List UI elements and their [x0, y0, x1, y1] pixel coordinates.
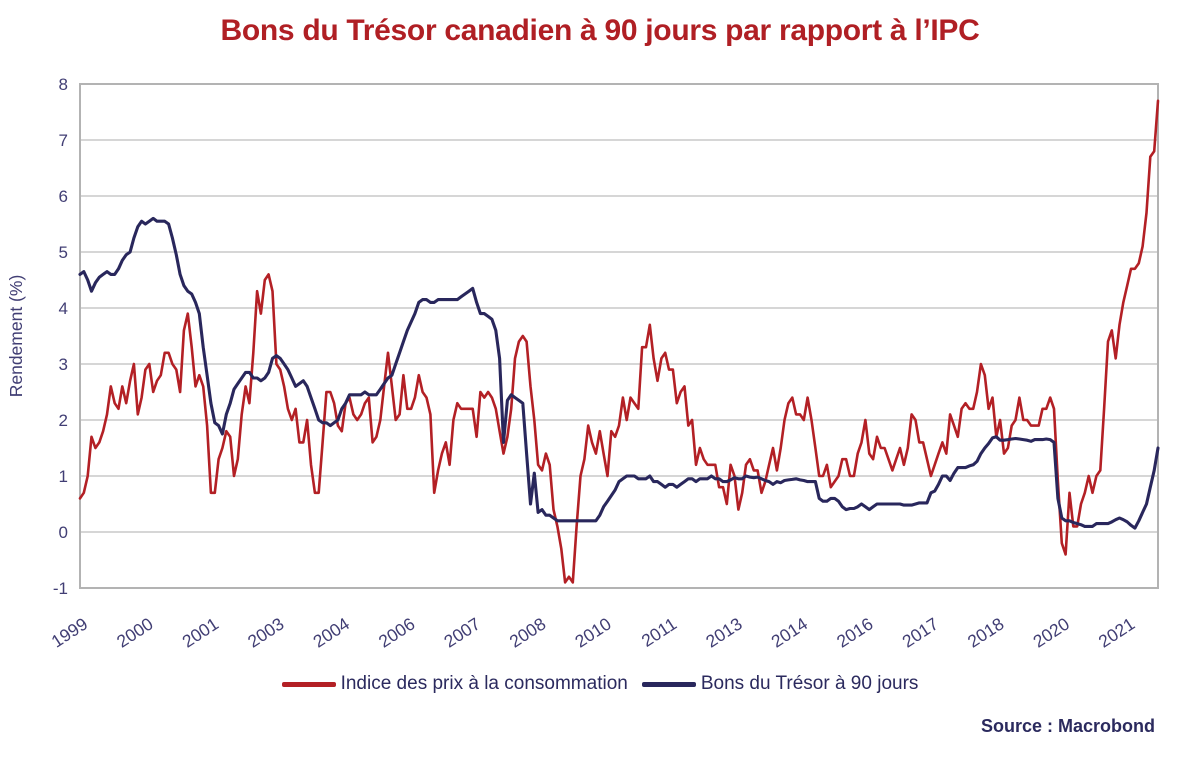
tbill-line: [78, 216, 1160, 530]
x-tick-label: 2020: [1029, 613, 1073, 651]
y-tick-label: 7: [59, 131, 68, 150]
x-tick-label: 2003: [244, 614, 288, 652]
x-tick-label: 2001: [179, 614, 223, 652]
y-tick-label: 0: [59, 523, 68, 542]
x-tick-label: 2014: [768, 613, 812, 651]
x-tick-label: 1999: [48, 614, 92, 652]
y-tick-label: 5: [59, 243, 68, 262]
y-axis-title: Rendement (%): [6, 275, 26, 398]
x-tick-label: 2000: [113, 613, 157, 651]
y-tick-label: 1: [59, 467, 68, 486]
y-tick-label: -1: [53, 579, 68, 598]
x-tick-label: 2021: [1095, 614, 1139, 652]
plot-frame: [79, 83, 1159, 589]
legend-item-tbill: Bons du Trésor à 90 jours: [641, 673, 919, 695]
y-tick-label: 2: [59, 411, 68, 430]
x-tick-label: 2017: [898, 614, 942, 652]
tbill-line-swatch-icon: [641, 681, 696, 687]
y-tick-label: 4: [59, 299, 68, 318]
x-tick-label: 2004: [309, 613, 353, 651]
x-tick-label: 2007: [440, 614, 484, 652]
legend-label-tbill: Bons du Trésor à 90 jours: [700, 673, 919, 694]
cpi-line-swatch-icon: [281, 681, 336, 687]
y-tick-label: 6: [59, 187, 68, 206]
x-tick-label: 2013: [702, 614, 746, 652]
legend: Indice des prix à la consommation Bons d…: [0, 673, 1200, 695]
x-tick-label: 2008: [506, 614, 550, 652]
chart-title: Bons du Trésor canadien à 90 jours par r…: [220, 14, 980, 47]
plot-area: -1 0 1 2 3 4 5 6 7 8 1999 2000 2001 2003 2004 2006 2007 2…: [6, 75, 1160, 652]
y-tick-label: 8: [59, 75, 68, 94]
cpi-line: [78, 99, 1160, 584]
x-tick-label: 2011: [638, 614, 680, 651]
x-tick-label: 2010: [571, 613, 615, 651]
x-tick-label: 2006: [375, 614, 419, 652]
x-tick-label: 2018: [964, 614, 1008, 652]
source-note: Source : Macrobond: [980, 716, 1155, 736]
x-tick-label: 2016: [833, 614, 877, 652]
legend-label-cpi: Indice des prix à la consommation: [340, 673, 628, 694]
legend-item-cpi: Indice des prix à la consommation: [281, 673, 628, 695]
y-tick-label: 3: [59, 355, 68, 374]
